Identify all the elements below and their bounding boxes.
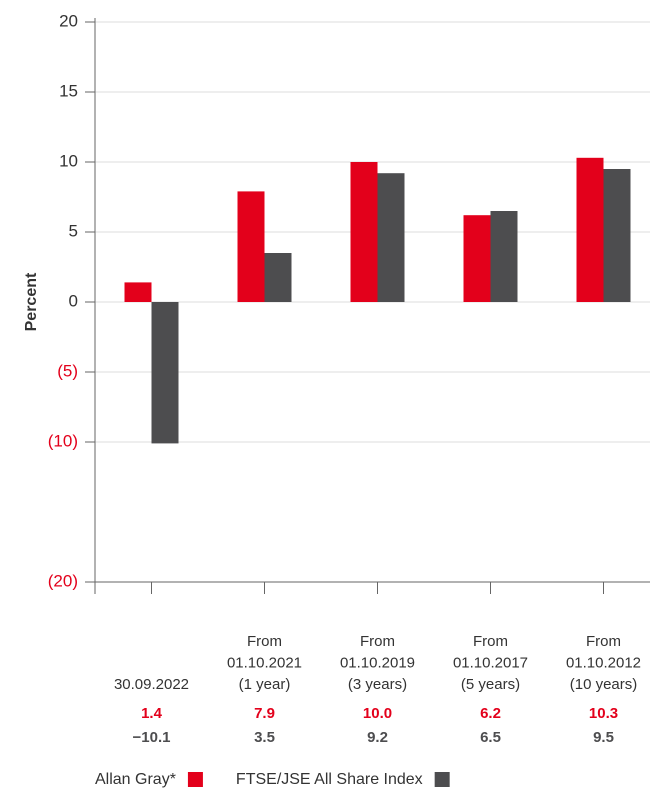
x-tick-label: (3 years) bbox=[348, 676, 407, 693]
legend-swatch bbox=[434, 772, 450, 787]
bar bbox=[377, 173, 405, 302]
bar bbox=[264, 253, 292, 302]
bar bbox=[151, 302, 179, 444]
y-tick-label: (5) bbox=[57, 361, 78, 380]
y-tick-label: (10) bbox=[48, 431, 78, 450]
legend-label: FTSE/JSE All Share Index bbox=[236, 771, 423, 788]
value-label: 10.0 bbox=[363, 705, 392, 722]
bar bbox=[490, 211, 518, 302]
bar bbox=[237, 191, 265, 302]
x-tick-label: 01.10.2019 bbox=[340, 654, 415, 671]
value-label: 10.3 bbox=[589, 705, 618, 722]
value-label: 3.5 bbox=[254, 729, 275, 746]
value-label: 7.9 bbox=[254, 705, 275, 722]
value-label: 6.5 bbox=[480, 729, 501, 746]
value-label: 1.4 bbox=[141, 705, 163, 722]
x-tick-label: 01.10.2021 bbox=[227, 654, 302, 671]
value-label: 6.2 bbox=[480, 705, 501, 722]
x-tick-label: (10 years) bbox=[570, 676, 638, 693]
y-tick-label: 10 bbox=[59, 151, 78, 170]
y-tick-label: 5 bbox=[69, 221, 78, 240]
y-tick-label: 15 bbox=[59, 81, 78, 100]
x-tick-label: 01.10.2017 bbox=[453, 654, 528, 671]
bar bbox=[576, 157, 604, 302]
y-tick-label: 20 bbox=[59, 11, 78, 30]
value-label: −10.1 bbox=[133, 729, 171, 746]
legend-label: Allan Gray* bbox=[95, 771, 176, 788]
x-tick-label: 30.09.2022 bbox=[114, 676, 189, 693]
x-tick-label: From bbox=[473, 633, 508, 650]
value-label: 9.2 bbox=[367, 729, 388, 746]
x-tick-label: From bbox=[247, 633, 282, 650]
x-tick-label: From bbox=[360, 633, 395, 650]
x-tick-label: (5 years) bbox=[461, 676, 520, 693]
bar bbox=[350, 162, 378, 302]
legend-swatch bbox=[187, 772, 203, 787]
value-label: 9.5 bbox=[593, 729, 614, 746]
bar bbox=[603, 169, 631, 302]
y-tick-label: 0 bbox=[69, 291, 78, 310]
y-tick-label: (20) bbox=[48, 571, 78, 590]
x-tick-label: (1 year) bbox=[239, 676, 291, 693]
bar bbox=[124, 282, 152, 302]
y-axis-label: Percent bbox=[23, 272, 40, 331]
x-tick-label: From bbox=[586, 633, 621, 650]
x-tick-label: 01.10.2012 bbox=[566, 654, 641, 671]
bar bbox=[463, 215, 491, 302]
